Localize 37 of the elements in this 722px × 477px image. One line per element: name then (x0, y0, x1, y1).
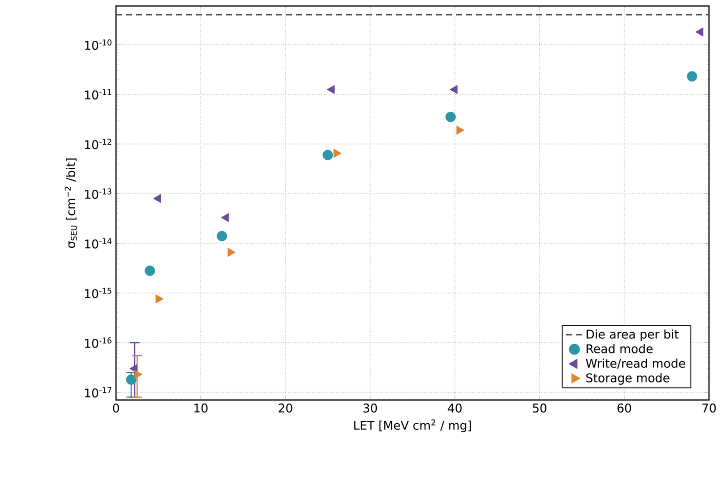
y-tick-label: 10$^{-13}$ (85, 188, 112, 199)
x-tick-label: 60 (618, 404, 632, 413)
y-tick-label: 10$^{-15}$ (85, 288, 112, 298)
x-tick-label: 40 (448, 404, 462, 413)
y-axis-title: σ$_{SEU}$ [cm$^{−2}$ /bit] (64, 158, 77, 248)
point (156, 294, 164, 304)
y-tick-label: 10$^{-10}$ (85, 39, 112, 50)
point (686, 71, 698, 82)
legend-label: Read mode (586, 344, 653, 354)
y-tick-label: 10$^{-14}$ (85, 238, 112, 248)
x-tick-label: 0 (112, 404, 120, 413)
y-tick-label: 10$^{-12}$ (85, 138, 112, 150)
point (153, 194, 162, 203)
point (134, 370, 142, 379)
legend-label: Write/read mode (586, 358, 686, 369)
x-tick-label: 10 (194, 404, 208, 413)
y-tick-label: 10$^{-16}$ (85, 337, 112, 348)
x-tick-label: 30 (363, 404, 377, 413)
point (445, 112, 456, 122)
x-tick-label: 20 (278, 404, 292, 413)
legend-label: Die area per bit (586, 329, 679, 342)
x-axis-title: LET [MeV cm$^{2}$ / mg] (354, 419, 471, 432)
point (326, 84, 335, 94)
point (322, 150, 333, 160)
point (450, 84, 458, 94)
point (144, 266, 156, 276)
x-tick-label: 70 (702, 404, 716, 413)
point (216, 230, 228, 242)
legend-label: Storage mode (586, 373, 670, 385)
point (695, 27, 704, 36)
point (228, 248, 236, 257)
point (334, 148, 342, 158)
y-tick-label: 10$^{-17}$ (85, 387, 112, 398)
y-tick-label: 10$^{-11}$ (85, 89, 112, 100)
point (220, 213, 229, 222)
point (456, 126, 464, 135)
x-tick-label: 50 (532, 404, 546, 413)
